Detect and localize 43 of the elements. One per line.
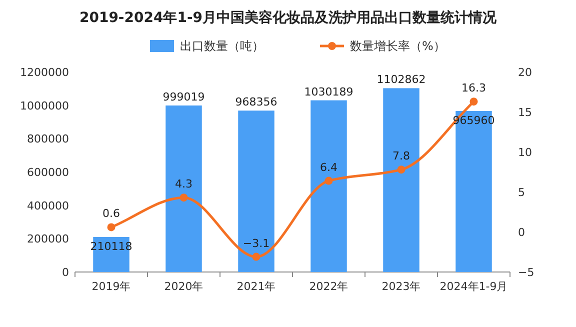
y2-tick-label: 0 xyxy=(518,226,525,239)
y2-tick-label: 15 xyxy=(518,106,532,119)
y-tick-label: 200000 xyxy=(27,232,69,246)
y2-tick-label: −5 xyxy=(518,266,534,279)
bar xyxy=(310,100,347,272)
data-label: −3.1 xyxy=(242,236,270,250)
data-label: 4.3 xyxy=(175,178,192,191)
y2-tick-label: 10 xyxy=(518,146,532,159)
bar xyxy=(383,88,420,272)
point xyxy=(397,166,406,174)
y-tick-label: 1200000 xyxy=(20,66,69,79)
point xyxy=(180,194,188,202)
legend-label: 数量增长率（%） xyxy=(350,39,446,53)
y2-tick-label: 20 xyxy=(518,66,532,79)
data-label: 7.8 xyxy=(392,150,410,163)
data-label: 6.4 xyxy=(320,160,338,174)
point xyxy=(324,176,333,185)
x-tick-label: 2020年 xyxy=(164,280,204,293)
x-tick-label: 2024年1-9月 xyxy=(440,280,508,293)
data-label: 968356 xyxy=(235,96,278,109)
y-tick-label: 0 xyxy=(62,266,69,279)
bar xyxy=(456,111,492,272)
legend-label: 出口数量（吨） xyxy=(180,39,264,53)
y-tick-label: 600000 xyxy=(27,166,69,179)
data-label: 1030189 xyxy=(304,85,354,98)
y2-tick-label: 5 xyxy=(518,186,525,199)
data-label: 0.6 xyxy=(102,207,120,220)
x-tick-label: 2022年 xyxy=(309,280,348,293)
y-tick-label: 800000 xyxy=(27,132,69,146)
x-tick-label: 2021年 xyxy=(236,280,276,293)
bar xyxy=(166,105,202,272)
bar xyxy=(238,110,274,272)
data-label: 999019 xyxy=(162,90,205,104)
point xyxy=(252,252,260,261)
point xyxy=(470,98,478,106)
chart-title: 2019-2024年1-9月中国美容化妆品及洗护用品出口数量统计情况 xyxy=(79,9,498,26)
x-tick-label: 2023年 xyxy=(382,280,421,293)
data-label: 16.3 xyxy=(462,82,486,95)
y-tick-label: 1000000 xyxy=(20,99,69,112)
y-tick-label: 400000 xyxy=(27,199,69,212)
data-label: 1102862 xyxy=(376,73,426,86)
x-tick-label: 2019年 xyxy=(92,280,131,293)
point xyxy=(107,223,116,232)
